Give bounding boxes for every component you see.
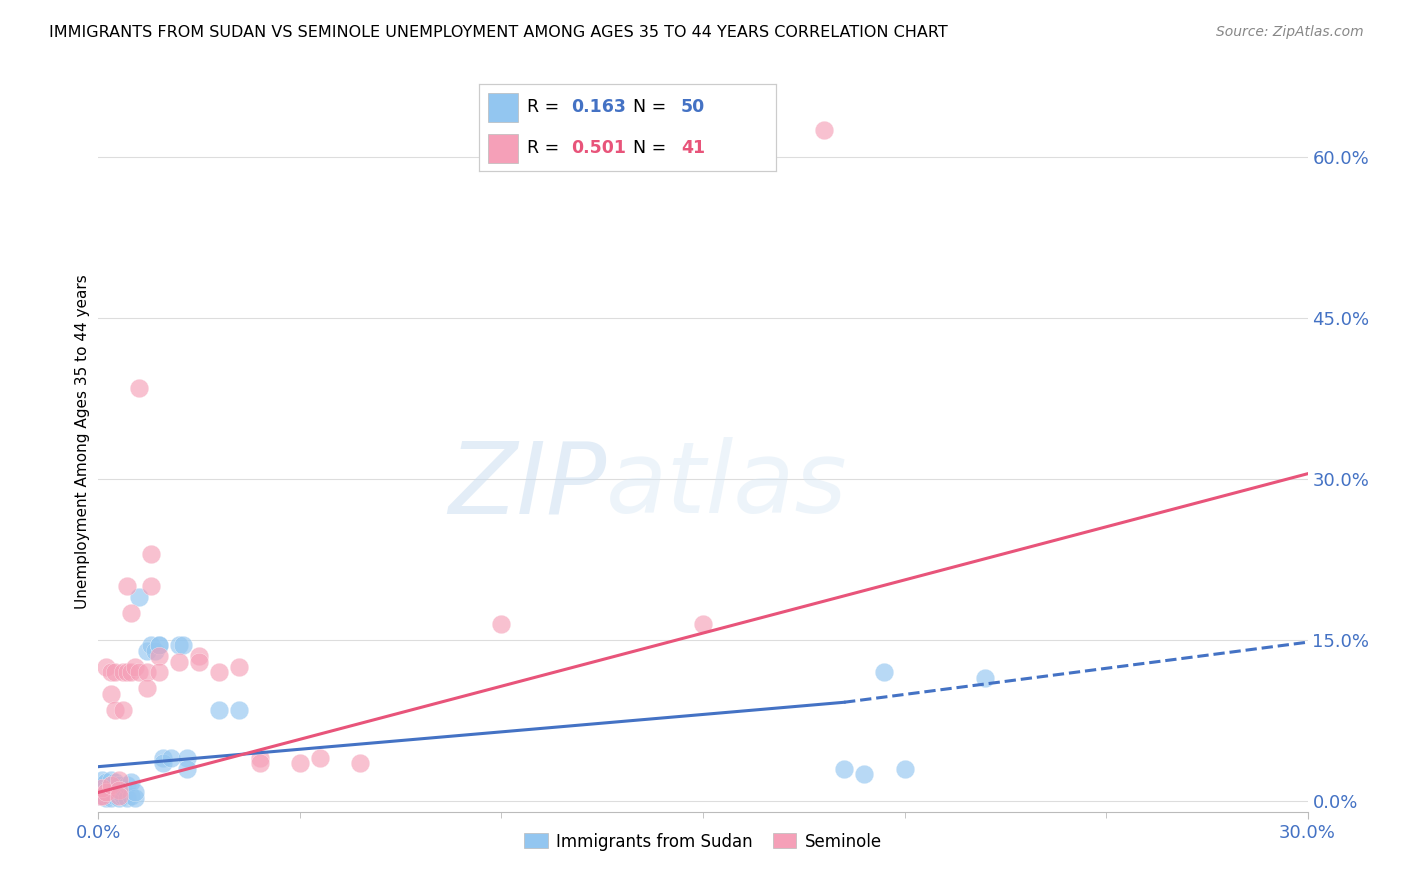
Point bbox=[853, 767, 876, 781]
Point bbox=[120, 665, 142, 680]
Point bbox=[208, 703, 231, 717]
Text: ZIP: ZIP bbox=[449, 437, 606, 534]
Point bbox=[115, 665, 138, 680]
Point bbox=[143, 644, 166, 658]
Point bbox=[172, 639, 194, 653]
Point bbox=[167, 639, 190, 653]
Point bbox=[188, 655, 211, 669]
Point bbox=[228, 660, 250, 674]
Point bbox=[128, 381, 150, 395]
Point bbox=[115, 579, 138, 593]
Point bbox=[107, 778, 129, 792]
Point bbox=[249, 751, 271, 765]
Point bbox=[111, 789, 134, 803]
Point bbox=[103, 703, 125, 717]
Point bbox=[107, 783, 129, 797]
Point bbox=[124, 660, 146, 674]
Point bbox=[491, 616, 513, 631]
Point bbox=[288, 756, 311, 771]
Point bbox=[148, 665, 170, 680]
Point bbox=[100, 785, 122, 799]
Point bbox=[228, 703, 250, 717]
Point bbox=[96, 790, 118, 805]
Point bbox=[176, 762, 198, 776]
Point bbox=[176, 751, 198, 765]
Point bbox=[96, 774, 118, 789]
Point bbox=[120, 789, 142, 803]
Point bbox=[107, 790, 129, 805]
Point bbox=[148, 639, 170, 653]
Point bbox=[692, 616, 714, 631]
Point bbox=[100, 687, 122, 701]
Point bbox=[120, 774, 142, 789]
Point bbox=[115, 778, 138, 792]
Text: IMMIGRANTS FROM SUDAN VS SEMINOLE UNEMPLOYMENT AMONG AGES 35 TO 44 YEARS CORRELA: IMMIGRANTS FROM SUDAN VS SEMINOLE UNEMPL… bbox=[49, 25, 948, 40]
Point bbox=[97, 789, 120, 803]
Point bbox=[91, 785, 114, 799]
Point bbox=[349, 756, 371, 771]
Point bbox=[89, 789, 111, 803]
Point bbox=[813, 123, 835, 137]
Point bbox=[96, 781, 118, 796]
Point bbox=[107, 772, 129, 787]
Point bbox=[152, 751, 174, 765]
Point bbox=[188, 649, 211, 664]
Point bbox=[160, 751, 183, 765]
Point bbox=[93, 789, 115, 803]
Point bbox=[103, 665, 125, 680]
Point bbox=[148, 649, 170, 664]
Point bbox=[128, 590, 150, 604]
Legend: Immigrants from Sudan, Seminole: Immigrants from Sudan, Seminole bbox=[516, 824, 890, 859]
Point bbox=[135, 665, 157, 680]
Point bbox=[100, 772, 122, 787]
Point bbox=[96, 660, 118, 674]
Point bbox=[208, 665, 231, 680]
Point bbox=[111, 781, 134, 796]
Point bbox=[103, 774, 125, 789]
Point bbox=[93, 783, 115, 797]
Point bbox=[832, 762, 855, 776]
Point bbox=[91, 778, 114, 792]
Point bbox=[309, 751, 332, 765]
Point bbox=[124, 790, 146, 805]
Point bbox=[115, 790, 138, 805]
Point bbox=[91, 781, 114, 796]
Point bbox=[107, 785, 129, 799]
Point bbox=[135, 644, 157, 658]
Point bbox=[873, 665, 896, 680]
Point bbox=[100, 778, 122, 792]
Point bbox=[103, 789, 125, 803]
Point bbox=[97, 781, 120, 796]
Point bbox=[103, 783, 125, 797]
Text: Source: ZipAtlas.com: Source: ZipAtlas.com bbox=[1216, 25, 1364, 39]
Point bbox=[152, 756, 174, 771]
Point bbox=[96, 785, 118, 799]
Point bbox=[107, 789, 129, 803]
Point bbox=[148, 639, 170, 653]
Point bbox=[91, 789, 114, 803]
Y-axis label: Unemployment Among Ages 35 to 44 years: Unemployment Among Ages 35 to 44 years bbox=[75, 274, 90, 609]
Point bbox=[111, 703, 134, 717]
Point bbox=[96, 785, 118, 799]
Point bbox=[91, 772, 114, 787]
Point bbox=[120, 606, 142, 620]
Point bbox=[249, 756, 271, 771]
Point bbox=[89, 789, 111, 803]
Point bbox=[100, 790, 122, 805]
Point bbox=[111, 665, 134, 680]
Point bbox=[124, 785, 146, 799]
Point bbox=[100, 665, 122, 680]
Point bbox=[974, 671, 997, 685]
Point bbox=[139, 547, 162, 561]
Point bbox=[139, 639, 162, 653]
Point bbox=[128, 665, 150, 680]
Point bbox=[100, 778, 122, 792]
Point bbox=[893, 762, 915, 776]
Point bbox=[167, 655, 190, 669]
Text: atlas: atlas bbox=[606, 437, 848, 534]
Point bbox=[139, 579, 162, 593]
Point bbox=[135, 681, 157, 696]
